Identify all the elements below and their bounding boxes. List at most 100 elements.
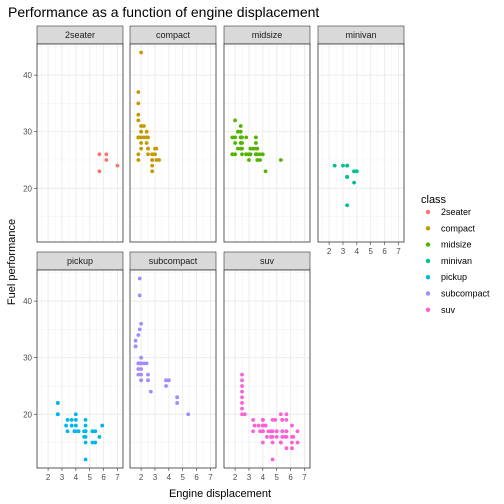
facet-strip-label: 2seater [65, 30, 95, 40]
data-point-2seater [97, 152, 102, 157]
data-point-compact [153, 146, 157, 151]
x-tick-label: 5 [368, 247, 373, 256]
facet-strip-label: midsize [252, 30, 283, 40]
data-point-suv [240, 395, 244, 400]
data-point-suv [280, 429, 285, 434]
data-point-compact [144, 141, 149, 145]
data-point-pickup [83, 423, 88, 428]
data-point-suv [240, 384, 244, 388]
data-point-suv [270, 457, 275, 462]
data-point-midsize [248, 146, 253, 151]
data-point-midsize [247, 158, 251, 162]
data-point-midsize [240, 146, 244, 151]
data-point-compact [139, 141, 144, 145]
data-point-subcompact [137, 293, 142, 298]
y-tick-label: 30 [23, 128, 32, 137]
data-point-pickup [93, 440, 98, 445]
data-point-suv [270, 434, 275, 439]
panel-border [36, 269, 124, 469]
legend-key-midsize [425, 242, 431, 247]
data-point-midsize [258, 158, 262, 162]
data-point-midsize [244, 152, 249, 157]
data-point-pickup [69, 418, 74, 422]
data-point-pickup [69, 423, 74, 428]
data-point-subcompact [136, 372, 141, 377]
data-point-compact [150, 169, 155, 174]
legend-label-suv: suv [441, 305, 456, 315]
x-tick-label: 7 [115, 473, 120, 482]
data-point-subcompact [139, 367, 144, 371]
legend-key-2seater [425, 209, 431, 215]
data-point-compact [136, 112, 141, 117]
data-point-compact [139, 146, 144, 151]
data-point-midsize [240, 141, 244, 145]
data-point-subcompact [164, 378, 168, 383]
data-point-minivan [352, 169, 356, 174]
data-point-suv [274, 434, 279, 439]
legend-label-2seater: 2seater [441, 207, 471, 217]
data-point-pickup [82, 434, 87, 439]
data-point-compact [136, 158, 141, 162]
x-tick-label: 5 [274, 473, 279, 482]
x-tick-label: 3 [153, 473, 158, 482]
data-point-pickup [76, 429, 81, 434]
panel-border [129, 269, 217, 469]
data-point-suv [284, 412, 289, 417]
data-point-midsize [260, 152, 265, 157]
x-tick-label: 3 [247, 473, 252, 482]
data-point-midsize [263, 169, 268, 174]
data-point-subcompact [146, 378, 150, 383]
data-point-compact [141, 124, 146, 128]
data-point-subcompact [139, 378, 144, 383]
data-point-suv [290, 423, 294, 428]
data-point-compact [139, 129, 144, 134]
x-tick-label: 2 [327, 247, 332, 256]
data-point-suv [265, 434, 269, 439]
data-point-pickup [83, 418, 88, 422]
data-point-suv [280, 418, 285, 422]
legend-key-compact [425, 226, 431, 231]
data-point-2seater [104, 152, 109, 157]
data-point-midsize [240, 135, 244, 140]
data-point-suv [295, 440, 300, 445]
data-point-subcompact [186, 412, 191, 417]
data-point-midsize [233, 135, 238, 140]
data-point-suv [258, 429, 262, 434]
data-point-suv [240, 412, 244, 417]
data-point-suv [270, 418, 275, 422]
data-point-suv [284, 446, 289, 451]
data-point-compact [154, 158, 159, 162]
facet-strip-label: compact [156, 30, 191, 40]
x-tick-label: 3 [341, 247, 346, 256]
legend-label-midsize: midsize [441, 240, 472, 250]
data-point-compact [146, 146, 150, 151]
data-point-compact [139, 50, 144, 55]
data-point-subcompact [133, 338, 138, 343]
data-point-compact [146, 152, 150, 157]
data-point-minivan [345, 163, 350, 168]
x-tick-label: 4 [74, 473, 79, 482]
data-point-suv [240, 389, 244, 394]
data-point-subcompact [141, 361, 146, 366]
data-point-pickup [73, 418, 78, 422]
data-point-subcompact [136, 361, 141, 366]
legend-label-subcompact: subcompact [441, 289, 490, 299]
legend-label-compact: compact [441, 223, 476, 233]
data-point-pickup [65, 418, 70, 422]
x-tick-label: 6 [194, 473, 199, 482]
data-point-compact [146, 135, 150, 140]
data-point-suv [263, 423, 268, 428]
panel-border [317, 43, 405, 243]
y-tick-label: 20 [23, 410, 32, 419]
data-point-compact [136, 118, 141, 123]
data-point-pickup [83, 457, 88, 462]
data-point-subcompact [139, 321, 144, 326]
data-point-pickup [93, 429, 98, 434]
facet-midsize: midsize [223, 25, 311, 243]
data-point-midsize [235, 129, 240, 134]
data-point-subcompact [148, 389, 153, 394]
panel-background [37, 270, 123, 468]
data-point-midsize [233, 118, 238, 123]
panel-border [36, 43, 124, 243]
data-point-suv [280, 434, 285, 439]
